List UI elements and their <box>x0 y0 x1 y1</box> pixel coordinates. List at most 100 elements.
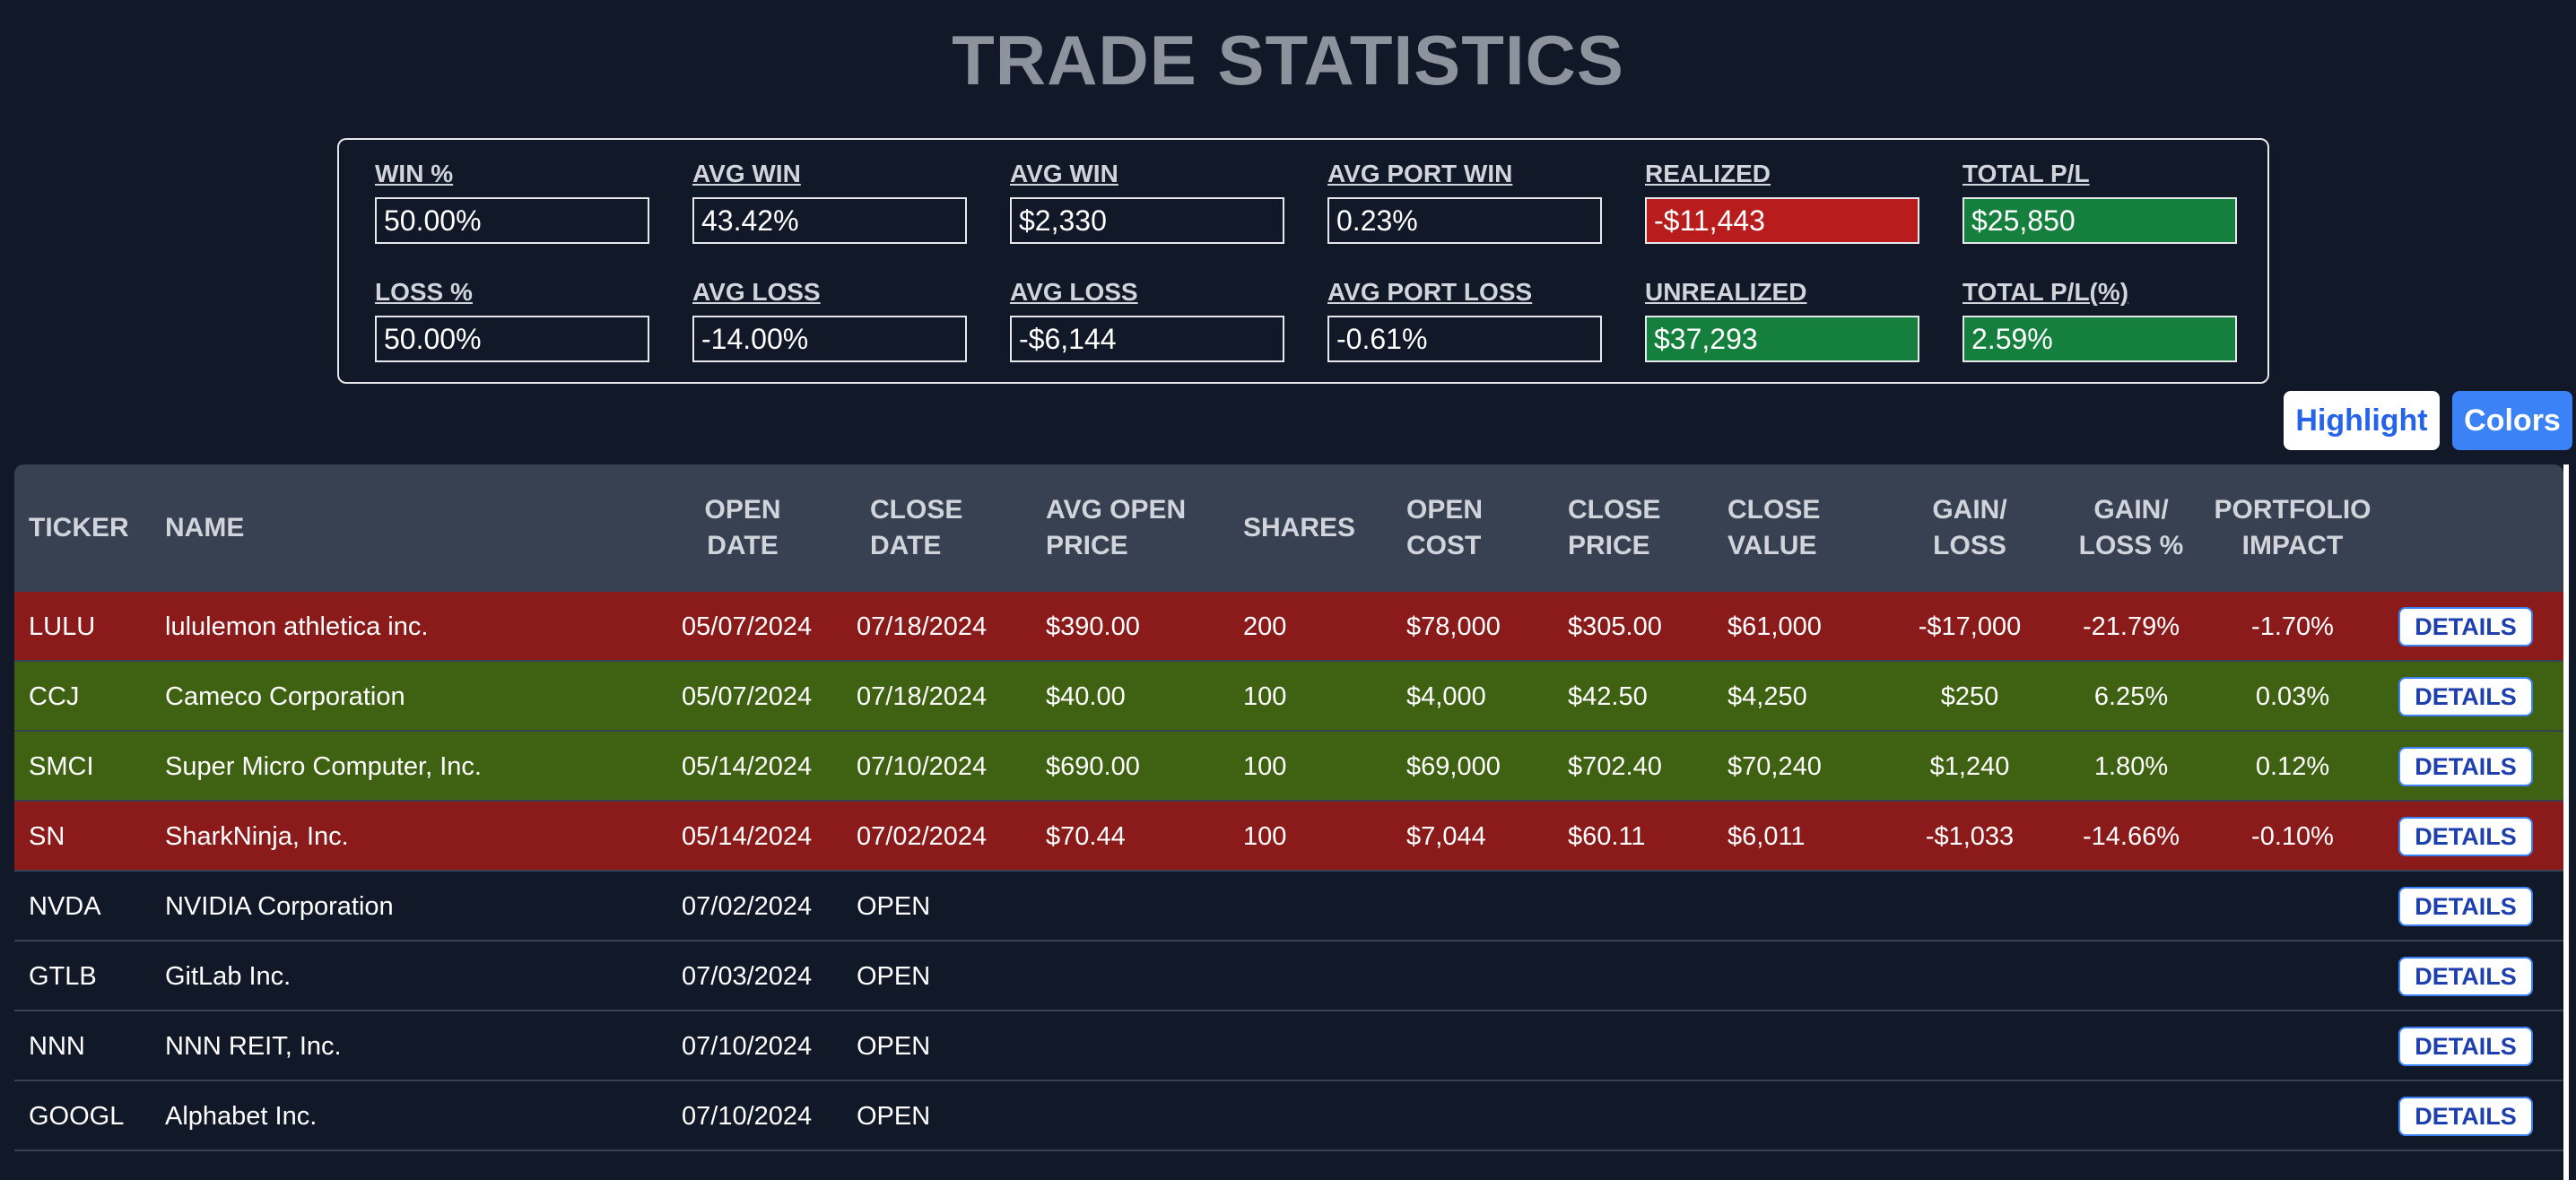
cell-name: NVIDIA Corporation <box>165 892 394 921</box>
header-open-date[interactable]: OPEN DATE <box>704 495 781 560</box>
cell-gain-loss-pct: -14.66% <box>2082 822 2180 851</box>
cell-close-value: $4,250 <box>1727 682 1807 711</box>
cell-avg-open-price: $70.44 <box>1046 822 1126 851</box>
stat-win-pct: WIN % 50.00% <box>375 158 649 244</box>
highlight-button[interactable]: Highlight <box>2284 391 2440 450</box>
header-portfolio-impact[interactable]: PORTFOLIO IMPACT <box>2214 495 2371 560</box>
header-close-value[interactable]: CLOSE VALUE <box>1727 495 1821 560</box>
total-pl-pct-field[interactable]: 2.59% <box>1962 316 2237 362</box>
stat-label: REALIZED <box>1645 160 1771 187</box>
cell-shares: 100 <box>1243 822 1287 851</box>
details-button[interactable]: DETAILS <box>2398 887 2533 926</box>
header-close-date[interactable]: CLOSE DATE <box>870 495 963 560</box>
cell-gain-loss: -$1,033 <box>1925 822 2015 851</box>
cell-open-date: 07/03/2024 <box>682 962 813 991</box>
table-row[interactable]: NNN NNN REIT, Inc. 07/10/2024 OPEN DETAILS <box>14 1011 2563 1081</box>
stat-label: LOSS % <box>375 278 473 306</box>
cell-gain-loss-pct: 1.80% <box>2093 752 2169 781</box>
header-close-price[interactable]: CLOSE PRICE <box>1568 495 1661 560</box>
cell-name: Cameco Corporation <box>165 682 405 711</box>
header-name[interactable]: NAME <box>165 513 245 542</box>
table-header: TICKER NAME OPEN DATE CLOSE DATE AVG OPEN P… <box>14 464 2563 592</box>
details-button[interactable]: DETAILS <box>2398 957 2533 996</box>
scrollbar[interactable] <box>2563 464 2569 1180</box>
avg-win-pct-field[interactable]: 43.42% <box>692 197 967 244</box>
realized-field[interactable]: -$11,443 <box>1645 197 1919 244</box>
cell-close-date: 07/02/2024 <box>857 822 988 851</box>
details-button[interactable]: DETAILS <box>2398 817 2533 856</box>
stat-label: AVG PORT WIN <box>1327 160 1513 187</box>
cell-close-date: OPEN <box>857 1102 931 1131</box>
cell-close-date: OPEN <box>857 892 931 921</box>
colors-button[interactable]: Colors <box>2452 391 2572 450</box>
unrealized-field[interactable]: $37,293 <box>1645 316 1919 362</box>
details-button[interactable]: DETAILS <box>2398 1027 2533 1066</box>
header-gain-loss-pct[interactable]: GAIN/LOSS % <box>2078 495 2184 560</box>
avg-loss-amount-field[interactable]: -$6,144 <box>1010 316 1284 362</box>
cell-gain-loss-pct: 6.25% <box>2093 682 2169 711</box>
avg-loss-pct-field[interactable]: -14.00% <box>692 316 967 362</box>
cell-gain-loss: -$17,000 <box>1918 612 2022 641</box>
total-pl-field[interactable]: $25,850 <box>1962 197 2237 244</box>
header-avg-open-price[interactable]: AVG OPEN PRICE <box>1046 495 1187 560</box>
stat-label: AVG WIN <box>692 160 801 187</box>
cell-open-date: 07/10/2024 <box>682 1032 813 1061</box>
avg-port-win-field[interactable]: 0.23% <box>1327 197 1602 244</box>
details-button[interactable]: DETAILS <box>2398 747 2533 786</box>
stat-label: AVG PORT LOSS <box>1327 278 1533 306</box>
cell-name: lululemon athletica inc. <box>165 612 429 641</box>
table-row[interactable]: NVDA NVIDIA Corporation 07/02/2024 OPEN DETA… <box>14 872 2563 941</box>
cell-close-date: OPEN <box>857 962 931 991</box>
avg-win-amount-field[interactable]: $2,330 <box>1010 197 1284 244</box>
stat-total-pl: TOTAL P/L $25,850 <box>1962 158 2237 244</box>
cell-open-cost: $78,000 <box>1406 612 1501 641</box>
table-row[interactable]: GOOGL Alphabet Inc. 07/10/2024 OPEN DETAILS <box>14 1081 2563 1151</box>
stat-avg-win-amount: AVG WIN $2,330 <box>1010 158 1284 244</box>
cell-close-price: $702.40 <box>1568 752 1662 781</box>
cell-close-price: $60.11 <box>1568 822 1646 851</box>
cell-open-cost: $69,000 <box>1406 752 1501 781</box>
cell-avg-open-price: $690.00 <box>1046 752 1140 781</box>
cell-open-date: 07/10/2024 <box>682 1102 813 1131</box>
stat-label: TOTAL P/L(%) <box>1962 278 2129 306</box>
cell-name: SharkNinja, Inc. <box>165 822 349 851</box>
header-open-cost[interactable]: OPEN COST <box>1406 495 1484 560</box>
cell-open-date: 05/14/2024 <box>682 752 813 781</box>
cell-close-value: $61,000 <box>1727 612 1822 641</box>
details-button[interactable]: DETAILS <box>2398 607 2533 646</box>
trades-table: TICKER NAME OPEN DATE CLOSE DATE AVG OPEN P… <box>14 464 2569 1180</box>
details-button[interactable]: DETAILS <box>2398 1097 2533 1136</box>
cell-open-date: 05/07/2024 <box>682 682 813 711</box>
cell-close-value: $70,240 <box>1727 752 1822 781</box>
loss-pct-field[interactable]: 50.00% <box>375 316 649 362</box>
cell-name: NNN REIT, Inc. <box>165 1032 342 1061</box>
table-row[interactable]: LULU lululemon athletica inc. 05/07/2024 07… <box>14 592 2563 662</box>
table-row[interactable]: GTLB GitLab Inc. 07/03/2024 OPEN DETAILS <box>14 941 2563 1011</box>
cell-gain-loss: $1,240 <box>1929 752 2010 781</box>
cell-portfolio-impact: 0.03% <box>2255 682 2330 711</box>
stat-avg-win-pct: AVG WIN 43.42% <box>692 158 967 244</box>
cell-open-cost: $4,000 <box>1406 682 1486 711</box>
cell-ticker: CCJ <box>29 682 80 711</box>
win-pct-field[interactable]: 50.00% <box>375 197 649 244</box>
cell-ticker: LULU <box>29 612 96 641</box>
cell-avg-open-price: $40.00 <box>1046 682 1126 711</box>
cell-portfolio-impact: -1.70% <box>2251 612 2334 641</box>
header-shares[interactable]: SHARES <box>1243 513 1356 542</box>
table-row[interactable]: SMCI Super Micro Computer, Inc. 05/14/2024… <box>14 732 2563 802</box>
table-row[interactable]: SN SharkNinja, Inc. 05/14/2024 07/02/2024 $7… <box>14 802 2563 872</box>
stat-avg-port-loss: AVG PORT LOSS -0.61% <box>1327 276 1602 362</box>
avg-port-loss-field[interactable]: -0.61% <box>1327 316 1602 362</box>
details-button[interactable]: DETAILS <box>2398 677 2533 716</box>
stat-loss-pct: LOSS % 50.00% <box>375 276 649 362</box>
header-gain-loss[interactable]: GAIN/LOSS <box>1932 495 2007 560</box>
cell-ticker: NNN <box>29 1032 85 1061</box>
cell-close-date: 07/18/2024 <box>857 682 988 711</box>
cell-shares: 100 <box>1243 682 1287 711</box>
stat-label: AVG LOSS <box>692 278 821 306</box>
cell-ticker: SMCI <box>29 752 94 781</box>
header-ticker[interactable]: TICKER <box>29 513 129 542</box>
stat-label: UNREALIZED <box>1645 278 1807 306</box>
table-row[interactable]: CCJ Cameco Corporation 05/07/2024 07/18/202… <box>14 662 2563 732</box>
stat-total-pl-pct: TOTAL P/L(%) 2.59% <box>1962 276 2237 362</box>
